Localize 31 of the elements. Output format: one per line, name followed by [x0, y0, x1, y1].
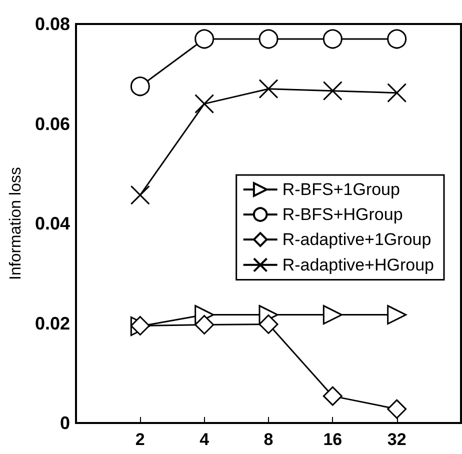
point: [322, 305, 342, 325]
point: [258, 79, 278, 99]
point: [258, 29, 278, 49]
point: [194, 314, 214, 334]
point: [387, 29, 407, 49]
x-tick-label: 8: [264, 430, 274, 449]
point: [194, 29, 214, 49]
point: [130, 185, 150, 205]
point: [387, 83, 407, 103]
y-tick-label: 0.08: [34, 14, 70, 34]
point: [130, 76, 150, 96]
point: [194, 94, 214, 114]
x-tick-label: 32: [387, 430, 406, 449]
y-tick-label: 0.06: [34, 114, 70, 134]
x-tick-label: 2: [135, 430, 145, 449]
point: [322, 29, 342, 49]
point: [387, 305, 407, 325]
legend-label: R-BFS+1Group: [282, 180, 400, 199]
point: [387, 399, 407, 419]
x-tick-label: 16: [323, 430, 342, 449]
y-tick-label: 0.04: [34, 214, 70, 234]
legend-label: R-BFS+HGroup: [282, 205, 403, 224]
point: [322, 386, 342, 406]
y-tick-label: 0.02: [34, 313, 70, 334]
point: [322, 81, 342, 101]
legend-label: R-adaptive+HGroup: [282, 255, 434, 274]
x-tick-label: 4: [200, 430, 210, 449]
y-tick-label: 0: [60, 413, 70, 433]
legend-label: R-adaptive+1Group: [282, 230, 432, 249]
point: [258, 314, 278, 334]
y-axis-title: Information loss: [8, 167, 24, 280]
